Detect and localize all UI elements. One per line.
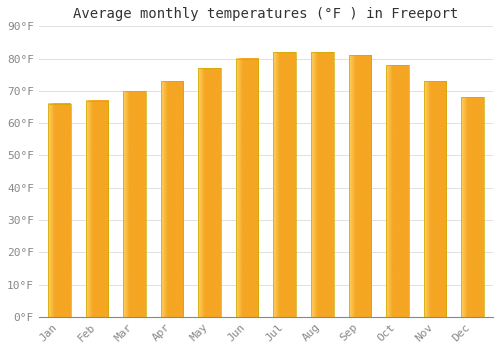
Bar (86, 100, 108, 317)
Bar (311, 52, 334, 317)
Title: Average monthly temperatures (°F ) in Freeport: Average monthly temperatures (°F ) in Fr… (74, 7, 458, 21)
Bar (424, 81, 446, 317)
Bar (161, 81, 184, 317)
Bar (198, 68, 221, 317)
Bar (274, 52, 296, 317)
Bar (386, 65, 408, 317)
Bar (461, 97, 483, 317)
Bar (124, 91, 146, 317)
Bar (348, 55, 371, 317)
Bar (48, 104, 70, 317)
Bar (236, 58, 258, 317)
